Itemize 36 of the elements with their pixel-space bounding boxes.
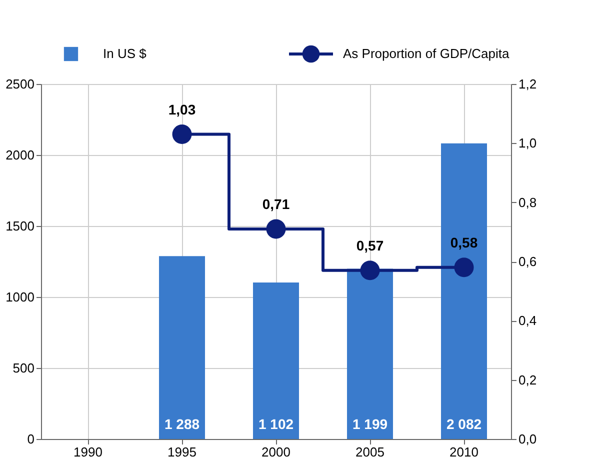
legend-label: In US $ xyxy=(103,46,148,61)
y2-tick-label: 0,4 xyxy=(518,313,537,328)
y-tick-label: 1500 xyxy=(6,218,34,234)
y-tick-label: 2500 xyxy=(6,76,34,92)
point xyxy=(172,124,192,144)
point xyxy=(266,219,286,239)
data-label: 1,03 xyxy=(168,101,196,118)
data-label: 0,58 xyxy=(450,234,478,250)
bar xyxy=(159,256,205,439)
y2-tick-label: 1,2 xyxy=(518,76,537,92)
y2-tick-label: 0,0 xyxy=(518,432,537,446)
x-tick-label: 1990 xyxy=(74,444,102,460)
y2-tick-label: 0,6 xyxy=(518,254,537,269)
data-label: 1 199 xyxy=(352,416,388,432)
y-tick-label: 2000 xyxy=(6,148,34,162)
x-tick-label: 2005 xyxy=(356,444,384,460)
x-tick-label: 1995 xyxy=(168,444,196,460)
data-label: 2 082 xyxy=(446,416,482,432)
y2-tick-label: 1,0 xyxy=(518,136,537,151)
y2-tick-label: 0,2 xyxy=(518,372,537,388)
data-label: 1 288 xyxy=(164,416,200,432)
bar xyxy=(347,268,393,439)
data-label: 0,71 xyxy=(262,196,290,212)
x-tick-label: 2010 xyxy=(450,444,478,460)
point xyxy=(360,260,380,280)
data-label: 1 102 xyxy=(258,416,294,432)
x-tick-label: 2000 xyxy=(262,444,290,460)
bar xyxy=(253,282,299,439)
y-tick-label: 1000 xyxy=(6,290,34,304)
y-tick-label: 500 xyxy=(12,360,34,376)
y2-tick-label: 0,8 xyxy=(518,194,537,210)
point xyxy=(454,258,474,278)
legend-label: As Proportion of GDP/Capita xyxy=(343,46,510,61)
bar xyxy=(441,143,487,439)
y-tick-label: 0 xyxy=(27,432,34,446)
data-label: 0,57 xyxy=(356,237,384,254)
